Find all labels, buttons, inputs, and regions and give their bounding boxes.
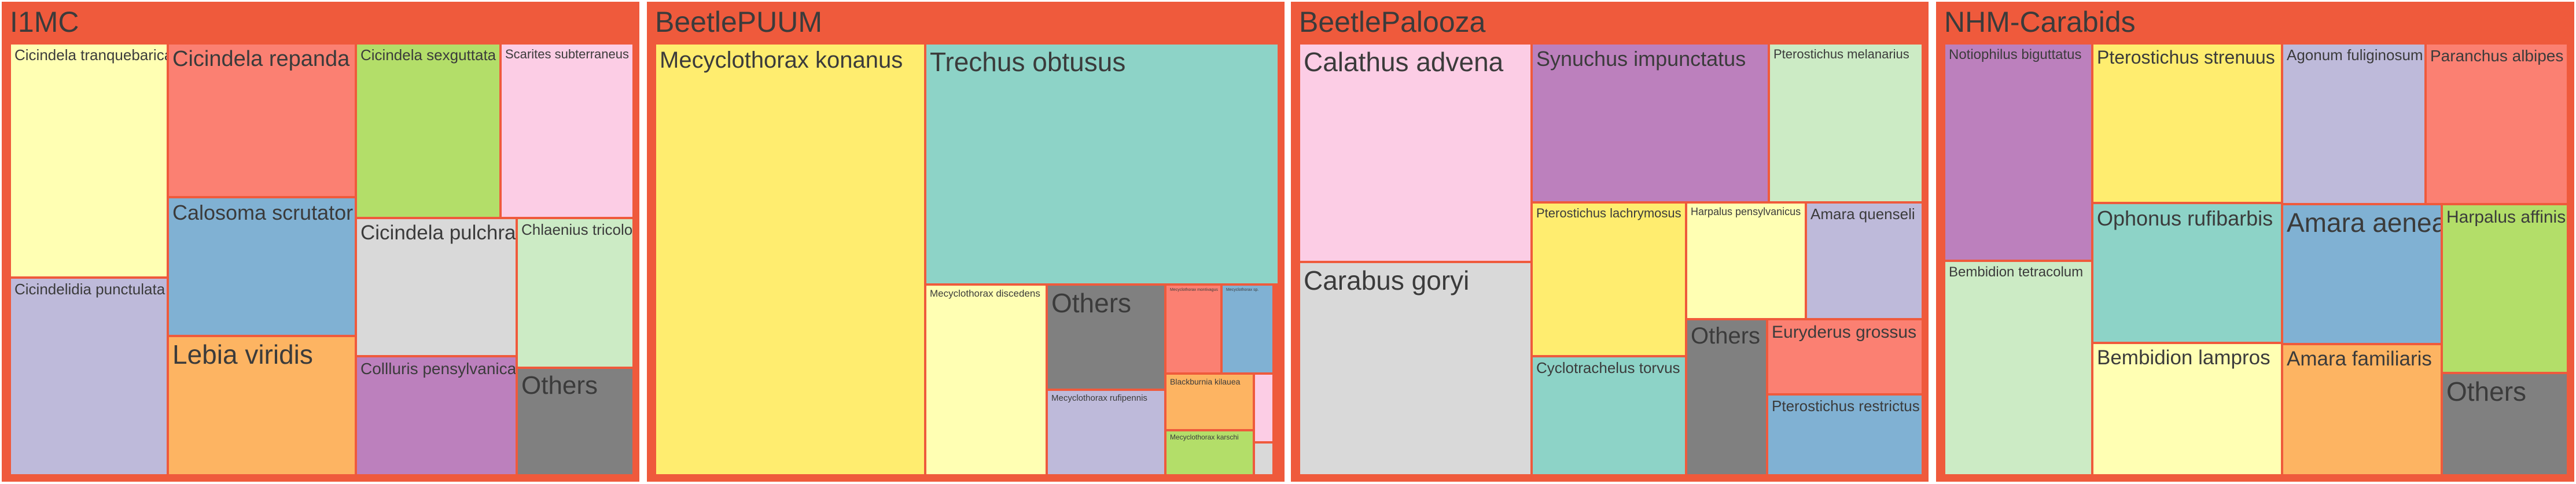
- tile-label: Paranchus albipes: [2430, 47, 2564, 65]
- treemap-tile: Cicindela repanda: [168, 43, 356, 197]
- tile-label: Notiophilus biguttatus: [1949, 47, 2082, 62]
- treemap-tile: Cicindela tranquebarica: [10, 43, 168, 278]
- tile-label: Bembidion tetracolum: [1949, 264, 2084, 280]
- tile-label: Scarites subterraneus: [505, 47, 629, 61]
- tile-label: Mecyclothorax karschi: [1170, 433, 1239, 441]
- tile-label: Mecyclothorax discedens: [930, 288, 1040, 299]
- treemap-tile: Mecyclothorax karschi: [1165, 430, 1254, 475]
- treemap-tile: Carabus goryi: [1299, 262, 1532, 475]
- treemap-tile: Synuchus impunctatus: [1532, 43, 1769, 202]
- treemap-tile: Others: [1047, 285, 1165, 390]
- tile-label: Others: [2446, 376, 2527, 407]
- treemap-tile: Others: [2442, 373, 2568, 475]
- treemap-tile: Chlaenius tricolor: [517, 218, 634, 368]
- tile-label: Carabus goryi: [1304, 265, 1470, 295]
- treemap-tile: Cyclotrachelus torvus: [1532, 356, 1686, 475]
- panel-title: BeetlePUUM: [655, 6, 822, 38]
- treemap-tile: Paranchus albipes: [2426, 43, 2568, 204]
- tile-label: Synuchus impunctatus: [1536, 47, 1746, 71]
- tile-label: Others: [1051, 288, 1132, 318]
- treemap-tile: Agonum fuliginosum: [2282, 43, 2426, 204]
- tile-label: Mecyclothorax sp.: [1226, 288, 1259, 292]
- tile-label: Bembidion lampros: [2097, 346, 2270, 369]
- tile-label: Cicindelidia punctulata: [14, 280, 165, 298]
- treemap-tile: Harpalus pensylvanicus: [1686, 202, 1806, 319]
- tile-label: Chlaenius tricolor: [521, 221, 634, 238]
- treemap-tile: Collluris pensylvanica: [356, 356, 517, 475]
- tile-label: Cicindela tranquebarica: [14, 46, 168, 64]
- treemap-tile: Trechus obtusus: [925, 43, 1279, 285]
- panel-title: NHM-Carabids: [1944, 6, 2136, 38]
- treemap-tile: Bembidion lampros: [2092, 343, 2282, 475]
- tile-label: Mecyclothorax montivagus: [1170, 288, 1218, 292]
- tile-label: Lebia viridis: [172, 339, 313, 370]
- treemap-tile: [1254, 442, 1274, 475]
- tile-label: Cicindela pulchra: [360, 221, 516, 244]
- treemap-tile: Amara familiaris: [2282, 344, 2442, 475]
- treemap-tile: Cicindela pulchra: [356, 218, 517, 356]
- treemap-tile: [1254, 374, 1274, 442]
- tile-label: Mecyclothorax konanus: [660, 47, 903, 73]
- tile-label: Pterostichus strenuus: [2097, 47, 2275, 68]
- tile-label: Amara quenseli: [1810, 205, 1915, 223]
- tile-label: Harpalus pensylvanicus: [1691, 206, 1801, 217]
- treemap-tile: Lebia viridis: [168, 336, 356, 475]
- tile-label: Cicindela repanda: [172, 47, 350, 71]
- treemap-tile: Blackburnia kilauea: [1165, 374, 1254, 430]
- tile-label: Collluris pensylvanica: [360, 360, 517, 378]
- treemap-panel-1: BeetlePUUM Mecyclothorax konanus Trechus o…: [647, 2, 1285, 482]
- tile-label: Agonum fuliginosum: [2287, 46, 2423, 64]
- tile-label: Calosoma scrutator: [172, 201, 354, 224]
- tile-label: Amara familiaris: [2287, 348, 2432, 370]
- tile-label: Others: [1691, 323, 1761, 349]
- tile-label: Amara aenea: [2287, 208, 2442, 238]
- tile-label: Ophonus rufibarbis: [2097, 206, 2273, 230]
- treemap-tile: Mecyclothorax sp.: [1221, 285, 1274, 374]
- tile-label: Euryderus grossus: [1772, 323, 1917, 342]
- treemap-tile: Ophonus rufibarbis: [2092, 203, 2282, 343]
- treemap-tile: Amara aenea: [2282, 204, 2442, 344]
- treemap-tile: Calathus advena: [1299, 43, 1532, 262]
- tile-label: Pterostichus lachrymosus: [1536, 206, 1681, 220]
- treemap-tile: Others: [1686, 319, 1767, 475]
- tile-label: Others: [521, 371, 598, 400]
- treemap-tile: Amara quenseli: [1806, 202, 1923, 319]
- treemap-tile: Mecyclothorax rufipennis: [1047, 390, 1165, 475]
- tile-label: Pterostichus restrictus: [1772, 397, 1920, 415]
- treemap-tile: Pterostichus restrictus: [1767, 394, 1923, 475]
- treemap-tile: Pterostichus strenuus: [2092, 43, 2282, 203]
- treemap-panel-3: NHM-Carabids Notiophilus biguttatus Bembid…: [1936, 2, 2574, 482]
- tile-label: Cicindela sexguttata: [360, 46, 496, 64]
- treemap-tile: Pterostichus melanarius: [1769, 43, 1923, 202]
- tile-label: Cyclotrachelus torvus: [1536, 359, 1680, 376]
- treemap-tile: Scarites subterraneus: [501, 43, 634, 218]
- tile-label: Harpalus affinis: [2446, 208, 2566, 227]
- treemap-tile: Harpalus affinis: [2442, 204, 2568, 373]
- panel-title: BeetlePalooza: [1299, 6, 1486, 38]
- treemap-tile: Pterostichus lachrymosus: [1532, 202, 1686, 356]
- treemap-tile: Euryderus grossus: [1767, 319, 1923, 394]
- tile-label: Pterostichus melanarius: [1773, 47, 1909, 61]
- tile-label: Trechus obtusus: [930, 47, 1126, 77]
- treemap-panel-0: I1MC Cicindela tranquebarica Cicindelidia …: [2, 2, 639, 482]
- treemap-tile: Notiophilus biguttatus: [1944, 43, 2092, 261]
- panel-title: I1MC: [10, 6, 79, 38]
- treemap-tile: Bembidion tetracolum: [1944, 261, 2092, 475]
- treemap-panel-2: BeetlePalooza Calathus advena Carabus gory…: [1291, 2, 1929, 482]
- treemap-tile: Calosoma scrutator: [168, 197, 356, 336]
- tile-label: Calathus advena: [1304, 47, 1504, 77]
- treemap-tile: Mecyclothorax montivagus: [1165, 285, 1221, 374]
- tile-label: Blackburnia kilauea: [1170, 377, 1241, 386]
- treemap-tile: Cicindelidia punctulata: [10, 278, 168, 475]
- treemap-tile: Cicindela sexguttata: [356, 43, 501, 218]
- treemap-tile: Others: [517, 368, 634, 475]
- treemap-tile: Mecyclothorax discedens: [925, 285, 1047, 475]
- treemap-tile: Mecyclothorax konanus: [655, 43, 925, 475]
- tile-label: Mecyclothorax rufipennis: [1051, 393, 1147, 403]
